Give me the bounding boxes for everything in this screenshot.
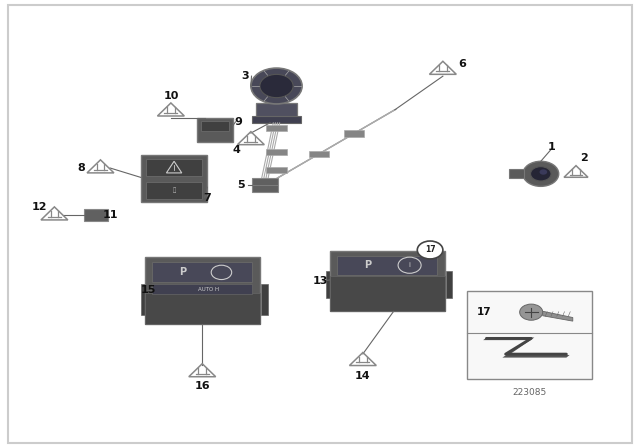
Text: P: P [364, 260, 372, 270]
Text: 5: 5 [237, 180, 244, 190]
Text: 12: 12 [32, 202, 47, 212]
Bar [152, 284, 252, 294]
Text: 🔒: 🔒 [172, 188, 176, 193]
Bar [266, 167, 287, 173]
Text: 11: 11 [102, 210, 118, 220]
Bar [141, 284, 148, 315]
Bar [146, 159, 202, 176]
Text: 2: 2 [580, 153, 588, 163]
Text: 8: 8 [77, 163, 85, 173]
Text: AUTO H: AUTO H [198, 287, 220, 292]
Text: i: i [408, 262, 411, 268]
Bar [145, 257, 260, 324]
Bar [326, 271, 333, 298]
Bar [308, 151, 329, 157]
Circle shape [251, 68, 302, 104]
Bar [330, 276, 445, 311]
Circle shape [523, 161, 559, 186]
Circle shape [531, 167, 551, 181]
Bar [446, 271, 452, 298]
Bar [261, 284, 268, 315]
Bar [201, 121, 229, 131]
Text: 17: 17 [425, 246, 435, 254]
Circle shape [520, 304, 543, 320]
Bar [252, 116, 301, 123]
Bar [467, 291, 592, 379]
Bar [141, 155, 207, 202]
Bar [256, 103, 297, 118]
Bar [330, 251, 445, 311]
Text: 7: 7 [204, 193, 211, 203]
Polygon shape [483, 337, 570, 358]
Text: 6: 6 [458, 59, 466, 69]
Bar [509, 169, 524, 178]
Text: 3: 3 [241, 71, 249, 81]
Bar [252, 178, 278, 192]
Text: 15: 15 [141, 285, 156, 295]
Text: 10: 10 [163, 91, 179, 101]
Text: 1: 1 [548, 142, 556, 152]
Text: P: P [179, 267, 187, 277]
Bar [197, 118, 233, 142]
Text: 17: 17 [477, 307, 492, 317]
Circle shape [417, 241, 443, 259]
Circle shape [540, 169, 547, 175]
Text: 9: 9 [234, 117, 242, 127]
Bar [146, 182, 202, 199]
Text: 14: 14 [355, 371, 371, 381]
Bar [152, 262, 252, 282]
Text: 16: 16 [195, 381, 210, 391]
Circle shape [260, 74, 293, 98]
Bar [145, 293, 260, 324]
Text: 13: 13 [312, 276, 328, 286]
Bar [266, 125, 287, 131]
Bar [337, 256, 437, 275]
Text: 223085: 223085 [513, 388, 547, 397]
Bar [266, 149, 287, 155]
Bar [84, 209, 108, 221]
Polygon shape [543, 311, 573, 321]
Bar [344, 130, 364, 137]
Text: 4: 4 [233, 145, 241, 155]
